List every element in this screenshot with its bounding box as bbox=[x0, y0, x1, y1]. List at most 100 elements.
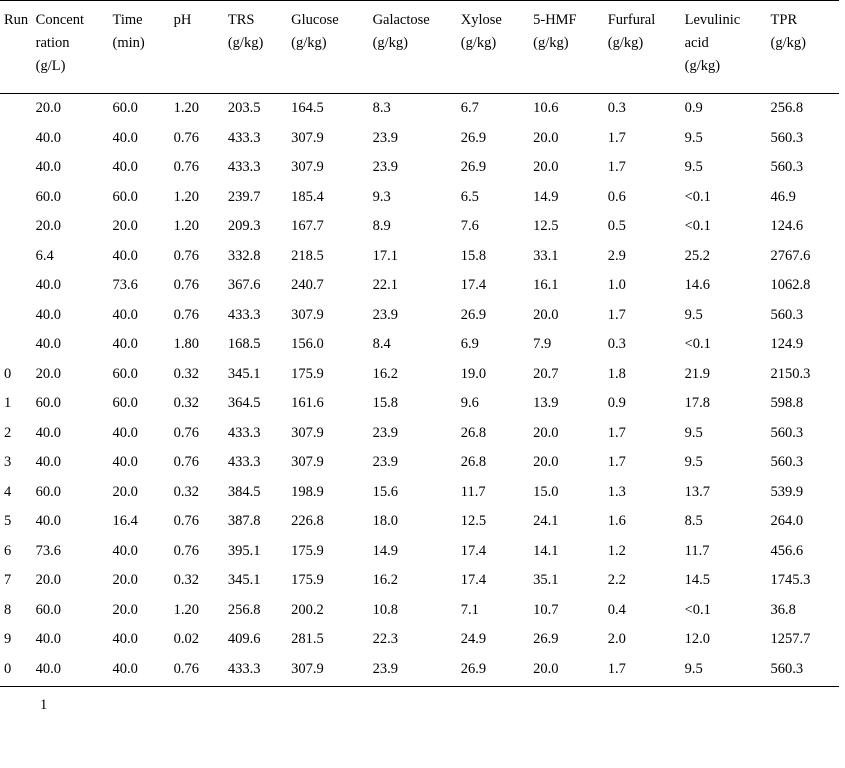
table-cell: 8.5 bbox=[681, 507, 767, 537]
table-cell: 17.4 bbox=[457, 271, 529, 301]
column-header-line: acid bbox=[685, 32, 763, 55]
column-header-line: Glucose bbox=[291, 9, 364, 32]
table-cell: 23.9 bbox=[369, 654, 457, 687]
table-cell: 433.3 bbox=[224, 300, 287, 330]
table-cell: 8 bbox=[0, 595, 32, 625]
table-row: 240.040.00.76433.3307.923.926.820.01.79.… bbox=[0, 418, 839, 448]
table-cell: 20.0 bbox=[529, 448, 604, 478]
table-cell: 307.9 bbox=[287, 448, 368, 478]
table-cell: 175.9 bbox=[287, 359, 368, 389]
table-cell: 433.3 bbox=[224, 418, 287, 448]
table-cell: 124.9 bbox=[767, 330, 839, 360]
table-cell: 8.4 bbox=[369, 330, 457, 360]
table-cell: 0.5 bbox=[604, 212, 681, 242]
table-cell: 9.5 bbox=[681, 300, 767, 330]
table-cell: 40.0 bbox=[32, 507, 109, 537]
table-cell bbox=[0, 212, 32, 242]
table-body: 20.060.01.20203.5164.58.36.710.60.30.925… bbox=[0, 93, 839, 687]
table-cell: 307.9 bbox=[287, 153, 368, 183]
table-cell bbox=[0, 153, 32, 183]
table-cell: 23.9 bbox=[369, 448, 457, 478]
table-cell: 14.9 bbox=[369, 536, 457, 566]
table-cell: 0.76 bbox=[170, 507, 224, 537]
table-cell: 6 bbox=[0, 536, 32, 566]
table-row: 340.040.00.76433.3307.923.926.820.01.79.… bbox=[0, 448, 839, 478]
table-cell: 40.0 bbox=[32, 330, 109, 360]
table-cell: 26.9 bbox=[457, 123, 529, 153]
table-cell: 40.0 bbox=[32, 625, 109, 655]
column-header-line: (g/kg) bbox=[373, 32, 453, 55]
column-header-trs: TRS(g/kg) bbox=[224, 1, 287, 94]
column-header-line: 5-HMF bbox=[533, 9, 600, 32]
column-header-line: Galactose bbox=[373, 9, 453, 32]
table-cell: 1.7 bbox=[604, 300, 681, 330]
table-row: 40.040.00.76433.3307.923.926.920.01.79.5… bbox=[0, 123, 839, 153]
table-cell: 1.7 bbox=[604, 153, 681, 183]
table-cell: 164.5 bbox=[287, 93, 368, 123]
column-header-line: (g/kg) bbox=[228, 32, 283, 55]
table-cell: 15.8 bbox=[457, 241, 529, 271]
column-header-tpr: TPR(g/kg) bbox=[767, 1, 839, 94]
table-cell: 384.5 bbox=[224, 477, 287, 507]
table-cell: 560.3 bbox=[767, 448, 839, 478]
table-cell: 23.9 bbox=[369, 300, 457, 330]
table-cell: 1.6 bbox=[604, 507, 681, 537]
data-table: RunConcentration(g/L)Time(min)pHTRS(g/kg… bbox=[0, 0, 839, 687]
table-cell: 0.32 bbox=[170, 389, 224, 419]
table-cell: 0.32 bbox=[170, 477, 224, 507]
table-cell: 20.0 bbox=[529, 123, 604, 153]
table-cell: 20.0 bbox=[109, 212, 170, 242]
table-cell: 40.0 bbox=[109, 300, 170, 330]
table-cell: 1745.3 bbox=[767, 566, 839, 596]
table-cell: 12.5 bbox=[529, 212, 604, 242]
column-header-line: Furfural bbox=[608, 9, 677, 32]
table-cell: 1.3 bbox=[604, 477, 681, 507]
table-cell: 0.3 bbox=[604, 93, 681, 123]
table-cell: 73.6 bbox=[32, 536, 109, 566]
table-cell bbox=[0, 182, 32, 212]
table-cell: 161.6 bbox=[287, 389, 368, 419]
table-cell: 3 bbox=[0, 448, 32, 478]
table-cell: 40.0 bbox=[109, 123, 170, 153]
table-cell bbox=[0, 241, 32, 271]
table-cell: 332.8 bbox=[224, 241, 287, 271]
table-cell: 0.76 bbox=[170, 271, 224, 301]
table-cell: 560.3 bbox=[767, 123, 839, 153]
table-cell: 9.5 bbox=[681, 418, 767, 448]
table-cell: 40.0 bbox=[32, 153, 109, 183]
table-cell: 8.9 bbox=[369, 212, 457, 242]
table-cell: 19.0 bbox=[457, 359, 529, 389]
table-cell: 367.6 bbox=[224, 271, 287, 301]
column-header-hmf: 5-HMF(g/kg) bbox=[529, 1, 604, 94]
table-cell: 22.1 bbox=[369, 271, 457, 301]
table-cell: 21.9 bbox=[681, 359, 767, 389]
table-cell: 16.4 bbox=[109, 507, 170, 537]
table-cell: 13.7 bbox=[681, 477, 767, 507]
table-cell: 1.20 bbox=[170, 182, 224, 212]
table-cell: 12.5 bbox=[457, 507, 529, 537]
table-cell: 2.9 bbox=[604, 241, 681, 271]
column-header-galactose: Galactose(g/kg) bbox=[369, 1, 457, 94]
table-cell: 198.9 bbox=[287, 477, 368, 507]
table-cell: 6.7 bbox=[457, 93, 529, 123]
column-header-line: (g/L) bbox=[36, 55, 105, 78]
table-cell: 0.76 bbox=[170, 536, 224, 566]
table-cell: 9 bbox=[0, 625, 32, 655]
table-cell: 0.32 bbox=[170, 359, 224, 389]
table-cell: 40.0 bbox=[32, 418, 109, 448]
table-cell: 456.6 bbox=[767, 536, 839, 566]
table-cell: 1 bbox=[0, 389, 32, 419]
table-cell: 9.3 bbox=[369, 182, 457, 212]
table-cell: 560.3 bbox=[767, 418, 839, 448]
table-cell: 0.76 bbox=[170, 123, 224, 153]
table-cell: 307.9 bbox=[287, 654, 368, 687]
table-cell: 20.0 bbox=[32, 212, 109, 242]
table-cell: 345.1 bbox=[224, 359, 287, 389]
table-row: 160.060.00.32364.5161.615.89.613.90.917.… bbox=[0, 389, 839, 419]
table-cell: 409.6 bbox=[224, 625, 287, 655]
table-cell: 9.5 bbox=[681, 123, 767, 153]
column-header-line: TRS bbox=[228, 9, 283, 32]
table-cell: 25.2 bbox=[681, 241, 767, 271]
table-cell: 20.0 bbox=[109, 477, 170, 507]
table-cell: 2767.6 bbox=[767, 241, 839, 271]
